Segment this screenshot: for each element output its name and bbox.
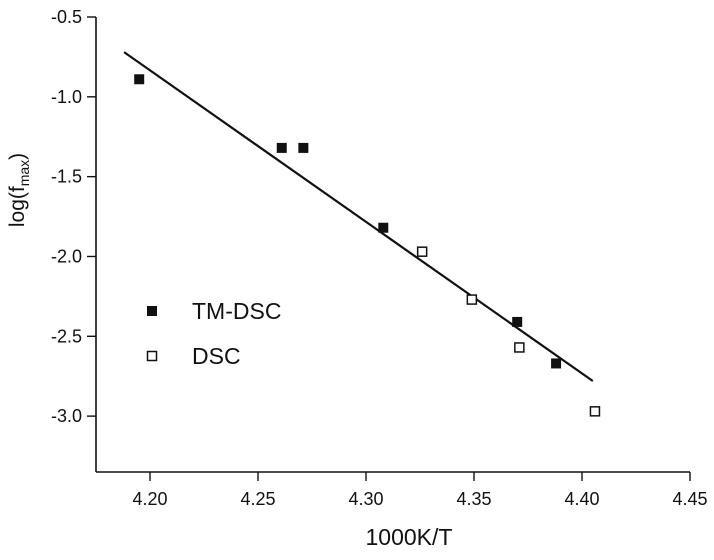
dsc-point — [416, 246, 428, 257]
fit-line-layer — [123, 51, 594, 382]
tm-dsc-point — [378, 222, 389, 233]
y-tick-label: -2.5 — [51, 326, 82, 346]
y-axis-title: log(fmax) — [6, 153, 32, 227]
y-tick-label: -2.0 — [51, 246, 82, 266]
tm-dsc-point — [512, 316, 523, 327]
y-axis-title-main: log(f — [6, 186, 29, 227]
tm-dsc-point — [551, 358, 562, 369]
tm-dsc-point — [134, 74, 145, 85]
dsc-point — [466, 294, 478, 305]
dsc-point — [589, 406, 601, 417]
x-tick-label: 4.20 — [132, 489, 167, 509]
x-axis-title: 1000K/T — [366, 524, 453, 550]
y-tick-label: -3.0 — [51, 406, 82, 426]
axes: -0.5 -1.0 -1.5 -2.0 -2.5 -3.0 4.20 4.25 4.30 4.35… — [51, 7, 708, 509]
legend-marker-tm-dsc — [147, 306, 157, 316]
x-tick-label: 4.40 — [564, 489, 599, 509]
y-tick-label: -1.0 — [51, 87, 82, 107]
tm-dsc-point — [298, 142, 309, 153]
y-axis-title-close: ) — [6, 153, 29, 160]
legend-label: DSC — [192, 343, 241, 369]
x-tick-label: 4.45 — [672, 489, 707, 509]
legend: TM-DSC DSC — [146, 298, 281, 369]
legend-marker-dsc — [146, 350, 158, 362]
legend-label: TM-DSC — [192, 298, 281, 324]
x-tick-label: 4.30 — [348, 489, 383, 509]
fit-line — [123, 51, 594, 382]
data-points — [134, 74, 601, 417]
dsc-point — [514, 342, 525, 353]
y-axis-title-subscript: max — [16, 160, 32, 186]
x-tick-label: 4.25 — [240, 489, 275, 509]
y-tick-label: -0.5 — [51, 7, 82, 27]
y-tick-label: -1.5 — [51, 167, 82, 187]
tm-dsc-point — [276, 142, 287, 153]
x-tick-label: 4.35 — [456, 489, 491, 509]
